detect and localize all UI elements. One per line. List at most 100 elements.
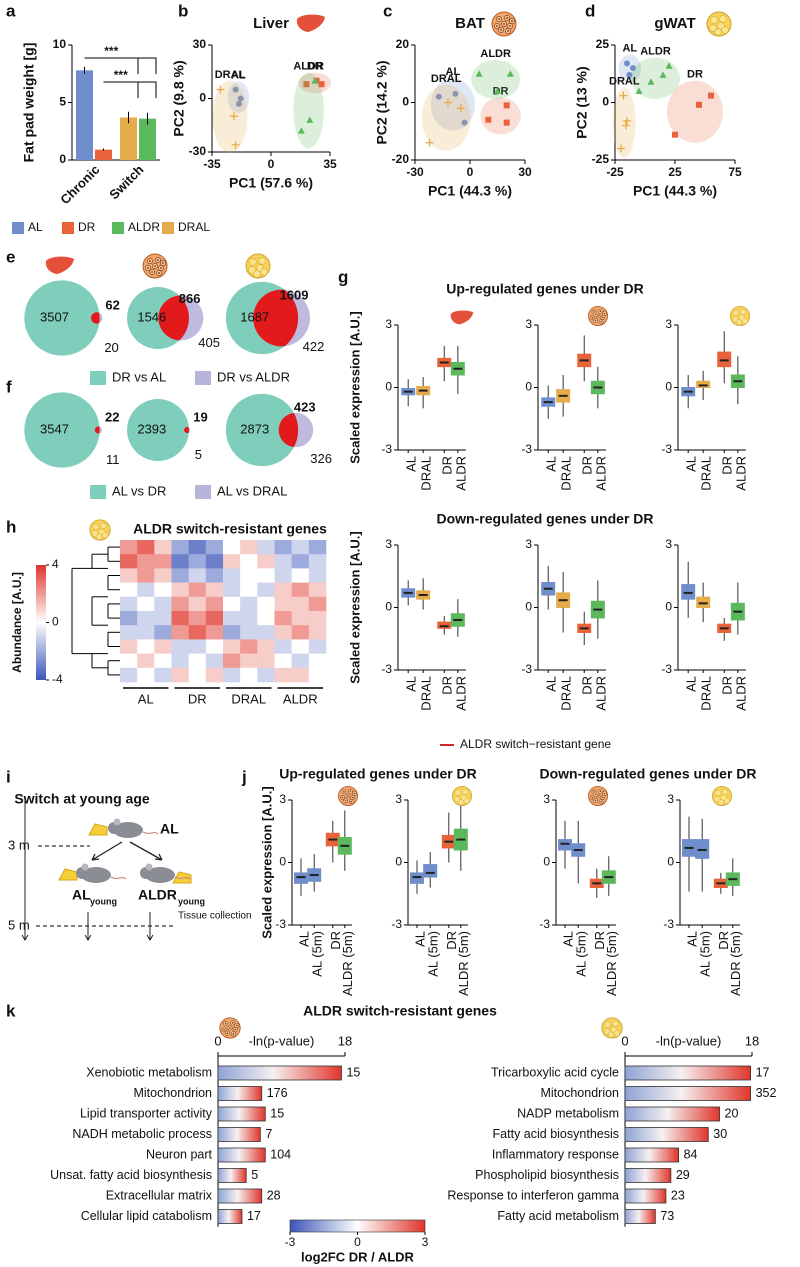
gwat-cell xyxy=(741,317,748,324)
heatmap-cell xyxy=(188,554,207,569)
gwat-cell xyxy=(258,257,266,265)
colorbar-tick-label: 3 xyxy=(422,1235,429,1249)
heatmap-cell xyxy=(274,582,292,598)
cheese-icon xyxy=(172,871,192,884)
count-label: 73 xyxy=(660,1209,674,1223)
heatmap-cell xyxy=(223,596,241,612)
arrow xyxy=(91,841,163,861)
legend-label: DR xyxy=(78,220,96,234)
y-tick-label: 3 xyxy=(525,537,532,551)
heatmap-cell xyxy=(257,540,275,555)
tissue-icon xyxy=(451,785,473,807)
bar xyxy=(624,1106,720,1122)
point xyxy=(506,70,514,77)
heatmap-cell xyxy=(188,625,207,640)
heatmap-cell xyxy=(257,625,275,640)
box xyxy=(681,584,696,600)
count-label: 23 xyxy=(671,1188,685,1202)
x-tick-label: -30 xyxy=(406,165,424,179)
overlap xyxy=(94,426,100,434)
heatmap-cell xyxy=(291,596,310,612)
point xyxy=(626,71,633,78)
x-tick-label: -35 xyxy=(203,157,221,171)
gwat-cell xyxy=(714,28,722,36)
heatmap-cell xyxy=(308,611,327,626)
point xyxy=(452,90,459,97)
heatmap-cell xyxy=(188,582,207,598)
x-tick-label: -25 xyxy=(606,165,624,179)
heatmap-cell xyxy=(308,540,327,555)
heatmap-cell xyxy=(274,625,292,640)
heatmap-cell xyxy=(274,653,292,669)
mouse-body xyxy=(81,867,111,883)
x-tick-label: AL xyxy=(404,676,419,692)
legend-swatch xyxy=(12,222,24,234)
overlap xyxy=(184,426,189,434)
heatmap-cell xyxy=(154,653,172,669)
cluster-ellipse xyxy=(618,54,641,83)
panel-letter: c xyxy=(383,1,392,20)
x-tick-label: 0 xyxy=(268,157,275,171)
gwat-cell xyxy=(732,316,739,323)
x-tick-label: AL (5m) xyxy=(698,931,713,977)
heatmap-cell xyxy=(240,568,258,583)
y-tick-label: 3 xyxy=(395,792,402,806)
gwat-cell xyxy=(721,26,729,34)
x-tick-label: AL xyxy=(412,931,427,947)
bat-dot xyxy=(599,310,602,312)
count-label: 7 xyxy=(265,1127,272,1141)
gwat-cell xyxy=(723,797,730,804)
cluster-ellipse xyxy=(430,78,475,131)
y-tick-label: -3 xyxy=(661,662,672,676)
x-tick-label: DR xyxy=(444,931,459,950)
mouse-ear xyxy=(81,863,89,871)
bar xyxy=(217,1209,243,1224)
heatmap-cell xyxy=(240,554,258,569)
x-axis-label: PC1 (57.6 %) xyxy=(229,175,313,191)
count-overlap: 423 xyxy=(294,400,316,415)
heatmap-cell xyxy=(171,568,189,583)
bat-dot xyxy=(147,267,149,269)
count-b: 422 xyxy=(303,339,325,354)
y-tick-label: 0 xyxy=(59,152,66,166)
row-title: Up-regulated genes under DR xyxy=(446,281,644,297)
cluster-label: DR xyxy=(307,61,323,73)
heatmap-cell xyxy=(120,596,138,612)
heatmap-cell xyxy=(308,639,327,654)
panel-letter: a xyxy=(6,1,16,20)
x-tick-label: DR xyxy=(716,931,731,950)
y-axis-label: Fat pad weight [g] xyxy=(21,43,37,163)
bat-dot xyxy=(594,320,597,322)
heatmap-cell xyxy=(137,611,155,626)
count-a: 1546 xyxy=(137,309,166,324)
y-tick-label: 20 xyxy=(396,37,410,51)
category-label: Response to interferon gamma xyxy=(447,1188,619,1202)
y-tick-label: 5 xyxy=(59,95,66,109)
panel-letter: f xyxy=(6,377,12,396)
count-label: 29 xyxy=(676,1168,690,1182)
count-b: 20 xyxy=(104,340,118,355)
x-tick-label: AL xyxy=(684,456,699,472)
bar xyxy=(624,1086,751,1101)
y-axis-label: Scaled expression [A.U.] xyxy=(347,531,362,683)
heatmap-cell xyxy=(205,611,224,626)
heatmap-cell xyxy=(205,639,224,654)
heatmap-cell xyxy=(291,625,310,640)
y-tick-label: -3 xyxy=(275,917,286,931)
point xyxy=(303,81,310,88)
heatmap-cell xyxy=(171,653,189,669)
bat-dot xyxy=(162,262,164,264)
heatmap-cell xyxy=(120,667,138,683)
heatmap-cell xyxy=(223,582,241,598)
tissue-icon xyxy=(219,1017,241,1039)
cluster-label: DR xyxy=(493,85,509,97)
x-tick-label: ALDR (5m) xyxy=(728,931,743,996)
y-tick-label: 0 xyxy=(395,855,402,869)
bat-dot xyxy=(600,320,602,323)
x-tick-label: DR xyxy=(720,676,735,695)
category-label: Phospholipid biosynthesis xyxy=(475,1168,619,1182)
x-tick-label: 18 xyxy=(745,1033,759,1048)
x-tick-label: AL xyxy=(544,456,559,472)
point xyxy=(503,119,510,126)
panel-letter: d xyxy=(585,1,595,20)
